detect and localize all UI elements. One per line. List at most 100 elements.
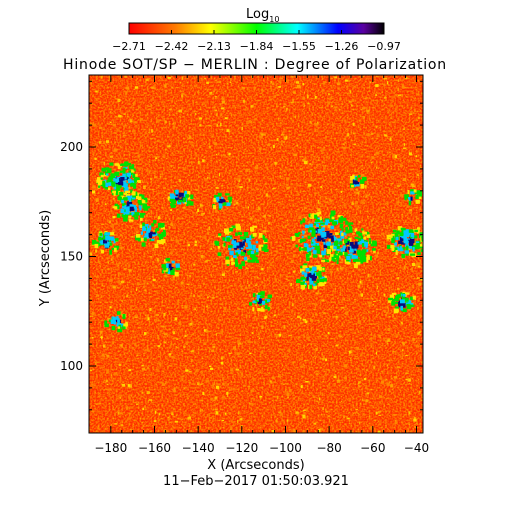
polarization-patch: [345, 220, 349, 225]
polarization-patch: [126, 202, 131, 208]
polarization-patch: [308, 213, 312, 218]
speckle: [337, 126, 340, 130]
speckle: [327, 383, 330, 386]
speckle: [183, 423, 186, 426]
speckle: [357, 207, 359, 209]
x-tick-label: −60: [360, 441, 385, 455]
speckle: [110, 155, 113, 158]
speckle: [416, 93, 420, 95]
polarization-patch: [99, 232, 103, 236]
speckle: [400, 193, 404, 197]
speckle: [323, 181, 325, 183]
speckle: [280, 412, 283, 416]
speckle: [238, 112, 242, 114]
speckle: [297, 283, 299, 285]
speckle: [191, 321, 194, 324]
polarization-patch: [392, 249, 397, 252]
speckle: [148, 108, 151, 111]
speckle: [92, 152, 96, 154]
polarization-patch: [403, 238, 408, 244]
speckle: [199, 290, 203, 293]
polarization-patch: [313, 254, 318, 258]
speckle: [251, 189, 255, 191]
speckle: [167, 419, 170, 421]
speckle: [340, 306, 344, 309]
speckle: [414, 97, 416, 99]
speckle: [405, 378, 408, 381]
polarization-patch: [138, 202, 142, 206]
polarization-patch: [108, 176, 114, 180]
polarization-patch: [343, 232, 347, 236]
polarization-patch: [421, 236, 423, 239]
polarization-patch: [214, 194, 218, 199]
polarization-patch: [217, 246, 221, 249]
speckle: [397, 94, 401, 96]
speckle: [95, 90, 98, 93]
speckle: [97, 417, 100, 420]
speckle: [342, 240, 345, 244]
speckle: [95, 249, 97, 253]
speckle: [347, 417, 350, 420]
speckle: [229, 81, 231, 83]
polarization-patch: [107, 242, 113, 246]
polarization-patch: [117, 328, 123, 333]
speckle: [322, 381, 324, 383]
speckle: [385, 284, 389, 287]
speckle: [352, 122, 355, 126]
speckle: [281, 140, 283, 142]
polarization-patch: [117, 185, 122, 189]
polarization-patch: [218, 233, 222, 236]
speckle: [383, 83, 386, 87]
speckle: [99, 336, 104, 338]
speckle: [123, 124, 126, 128]
polarization-patch: [351, 184, 354, 188]
polarization-patch: [167, 196, 173, 201]
speckle: [116, 263, 119, 268]
speckle: [298, 215, 302, 219]
speckle: [302, 430, 305, 433]
speckle: [191, 414, 195, 416]
polarization-patch: [392, 298, 397, 301]
polarization-patch: [136, 234, 141, 238]
speckle: [175, 100, 178, 102]
polarization-patch: [423, 245, 428, 248]
polarization-patch: [366, 234, 371, 238]
polarization-patch: [121, 199, 125, 204]
polarization-patch: [264, 299, 269, 304]
speckle: [92, 175, 94, 178]
polarization-patch: [333, 236, 337, 241]
speckle: [403, 266, 407, 268]
speckle: [405, 372, 409, 375]
speckle: [213, 105, 216, 108]
speckle: [142, 285, 145, 289]
speckle: [389, 137, 392, 141]
polarization-patch: [139, 194, 143, 198]
speckle: [191, 350, 195, 353]
speckle: [259, 135, 263, 139]
plot-title: Hinode SOT/SP − MERLIN : Degree of Polar…: [63, 57, 447, 73]
speckle: [194, 308, 196, 311]
speckle: [310, 179, 315, 181]
polarization-patch: [396, 230, 400, 234]
speckle: [193, 211, 196, 214]
polarization-patch: [134, 207, 137, 211]
speckle: [354, 143, 356, 146]
polarization-patch: [113, 186, 117, 190]
speckle: [415, 283, 419, 285]
speckle: [171, 99, 173, 103]
speckle: [94, 157, 97, 161]
speckle: [89, 310, 93, 312]
speckle: [259, 266, 263, 268]
speckle: [184, 414, 186, 416]
speckle: [300, 231, 302, 233]
speckle: [180, 281, 184, 285]
speckle: [293, 91, 296, 94]
polarization-patch: [252, 300, 257, 304]
polarization-patch: [300, 265, 303, 269]
polarization-patch: [348, 222, 354, 225]
speckle: [293, 81, 295, 83]
polarization-patch: [252, 256, 258, 262]
polarization-patch: [91, 239, 97, 245]
polarization-patch: [258, 233, 263, 238]
